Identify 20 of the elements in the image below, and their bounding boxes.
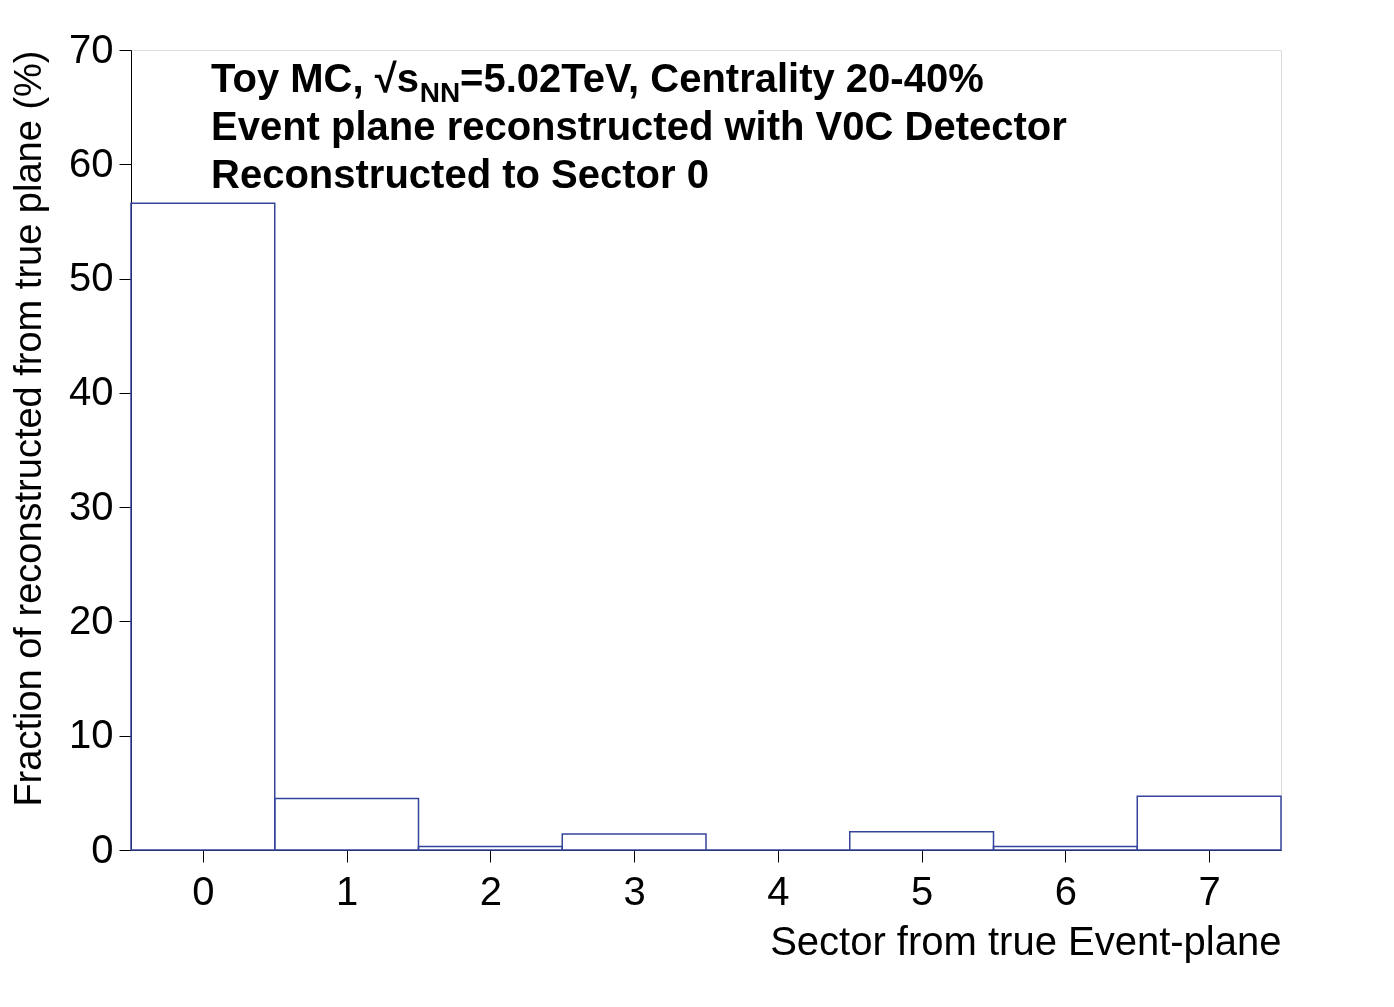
x-tick-label: 3	[623, 868, 646, 913]
x-tick-label: 1	[336, 868, 359, 913]
y-tick-label: 50	[69, 255, 114, 300]
x-axis-title: Sector from true Event-plane	[770, 918, 1282, 963]
x-tick-label: 4	[767, 868, 790, 913]
annotation: Reconstructed to Sector 0	[211, 152, 709, 196]
y-tick-label: 40	[69, 369, 114, 414]
x-tick-label: 0	[192, 868, 215, 913]
y-tick-label: 10	[69, 712, 114, 757]
y-tick-label: 60	[69, 140, 114, 185]
annotation: Event plane reconstructed with V0C Detector	[211, 104, 1067, 148]
x-tick-label: 2	[479, 868, 502, 913]
y-tick-label: 20	[69, 597, 114, 642]
y-tick-label: 0	[91, 826, 114, 871]
x-tick-label: 7	[1198, 868, 1221, 913]
y-tick-label: 30	[69, 483, 114, 528]
y-axis-title: Fraction of reconstructed from true plane (%)	[7, 50, 50, 807]
x-tick-label: 5	[911, 868, 934, 913]
x-tick-label: 6	[1054, 868, 1077, 913]
y-tick-label: 70	[69, 26, 114, 71]
